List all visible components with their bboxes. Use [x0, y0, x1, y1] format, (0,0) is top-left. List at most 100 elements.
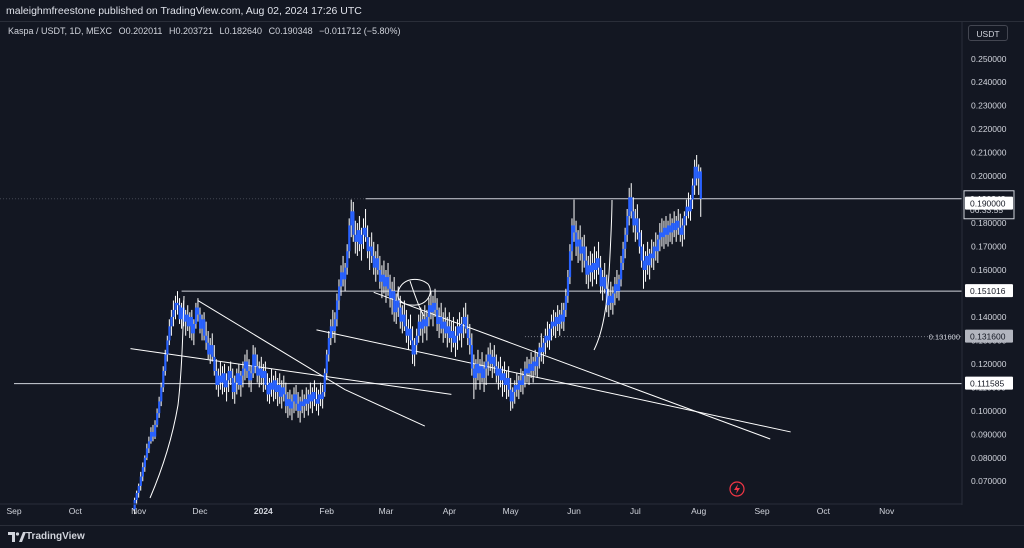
candle-body: [137, 485, 140, 493]
candle-body: [160, 387, 163, 402]
price-labels-layer: 0.19034806:33:550.1900000.1510160.131600…: [929, 190, 1015, 390]
time-tick-label: Nov: [131, 506, 147, 516]
candle-body: [673, 223, 676, 231]
candle-body: [139, 476, 142, 486]
price-tick-label: 0.120000: [971, 359, 1007, 369]
candle-body: [593, 262, 596, 270]
candle-body: [409, 328, 412, 341]
candle-body: [382, 274, 386, 287]
candle-body: [585, 260, 588, 275]
candle-body: [395, 300, 398, 313]
candle-body: [215, 370, 218, 385]
ohlc-close: C0.190348: [268, 26, 313, 36]
candle-body: [456, 326, 459, 336]
candle-body: [397, 300, 400, 308]
trendline: [373, 291, 771, 440]
candle-body: [542, 342, 545, 353]
price-tick-label: 0.210000: [971, 148, 1007, 158]
tradingview-logo-icon[interactable]: [8, 532, 26, 542]
candle-body: [620, 262, 623, 280]
candle-body: [685, 206, 688, 217]
candle-body: [611, 293, 615, 303]
candle-body: [211, 345, 214, 357]
candle-body: [476, 363, 480, 374]
candle-body: [354, 234, 357, 242]
currency-button[interactable]: USDT: [968, 25, 1008, 41]
candle-body: [184, 314, 187, 322]
time-tick-label: Oct: [69, 506, 83, 516]
candle-body: [389, 288, 392, 299]
candle-body: [313, 392, 316, 400]
candle-body: [607, 295, 610, 306]
candle-body: [440, 316, 443, 329]
candle-body: [687, 206, 690, 212]
candle-body: [546, 335, 549, 341]
price-level-box: [965, 196, 1013, 210]
candle-body: [458, 326, 461, 334]
publisher-name[interactable]: maleighmfreestone: [6, 5, 96, 17]
candle-body: [660, 232, 664, 238]
price-tick-label: 0.090000: [971, 429, 1007, 439]
time-tick-label: Oct: [817, 506, 831, 516]
candle-body: [517, 380, 521, 390]
candle-body: [168, 326, 171, 341]
candle-body: [697, 171, 700, 179]
candle-body: [481, 366, 484, 378]
candle-body: [521, 375, 525, 385]
candle-body: [252, 354, 255, 374]
candle-body: [276, 385, 279, 393]
candle-body: [260, 368, 263, 378]
candle-body: [352, 211, 355, 235]
candle-body: [452, 331, 455, 343]
trendline: [344, 389, 426, 427]
candle-body: [568, 251, 572, 278]
candle-body: [425, 316, 429, 327]
candle-body: [250, 373, 253, 381]
candle-body: [579, 239, 582, 254]
candle-body: [293, 394, 296, 402]
time-tick-label: Aug: [691, 506, 706, 516]
candle-body: [366, 237, 369, 252]
candle-body: [640, 246, 643, 261]
candle-body: [286, 399, 290, 407]
countdown-label: 06:33:55: [970, 205, 1003, 215]
candle-body: [196, 307, 200, 315]
candle-body: [194, 307, 198, 324]
candle-body: [364, 227, 367, 238]
fib-circle-annotation: [397, 278, 431, 317]
candle-body: [315, 399, 318, 404]
candle-body: [401, 314, 404, 322]
price-level-box: [965, 329, 1013, 343]
symbol-title[interactable]: Kaspa / USDT, 1D, MEXC: [8, 26, 113, 36]
ohlc-open: O0.202011: [118, 26, 163, 36]
candle-body: [327, 338, 330, 355]
candle-body: [583, 246, 586, 261]
candle-body: [213, 356, 216, 371]
candle-body: [675, 220, 678, 231]
candle-body: [515, 385, 518, 390]
candle-body: [495, 366, 498, 376]
candle-body: [170, 316, 173, 327]
candle-body: [180, 307, 183, 320]
footer-bar: TradingView: [0, 525, 1024, 548]
candle-body: [442, 321, 445, 329]
trendlines-layer: [130, 291, 791, 440]
candle-body: [362, 227, 365, 235]
trendline: [316, 329, 791, 433]
chart-frame[interactable]: [0, 22, 1024, 525]
candle-body: [241, 368, 245, 376]
price-tick-label: 0.180000: [971, 218, 1007, 228]
tradingview-brand[interactable]: TradingView: [26, 531, 85, 542]
candle-body: [566, 277, 570, 296]
candle-body: [176, 302, 179, 306]
lightning-icon[interactable]: [729, 481, 745, 497]
candle-body: [438, 316, 441, 324]
candle-body: [368, 246, 371, 252]
candle-body: [358, 230, 361, 245]
candle-body: [601, 277, 604, 287]
candle-body: [387, 277, 390, 289]
candle-body: [172, 309, 175, 317]
candle-body: [474, 363, 478, 378]
candle-body: [272, 380, 275, 390]
